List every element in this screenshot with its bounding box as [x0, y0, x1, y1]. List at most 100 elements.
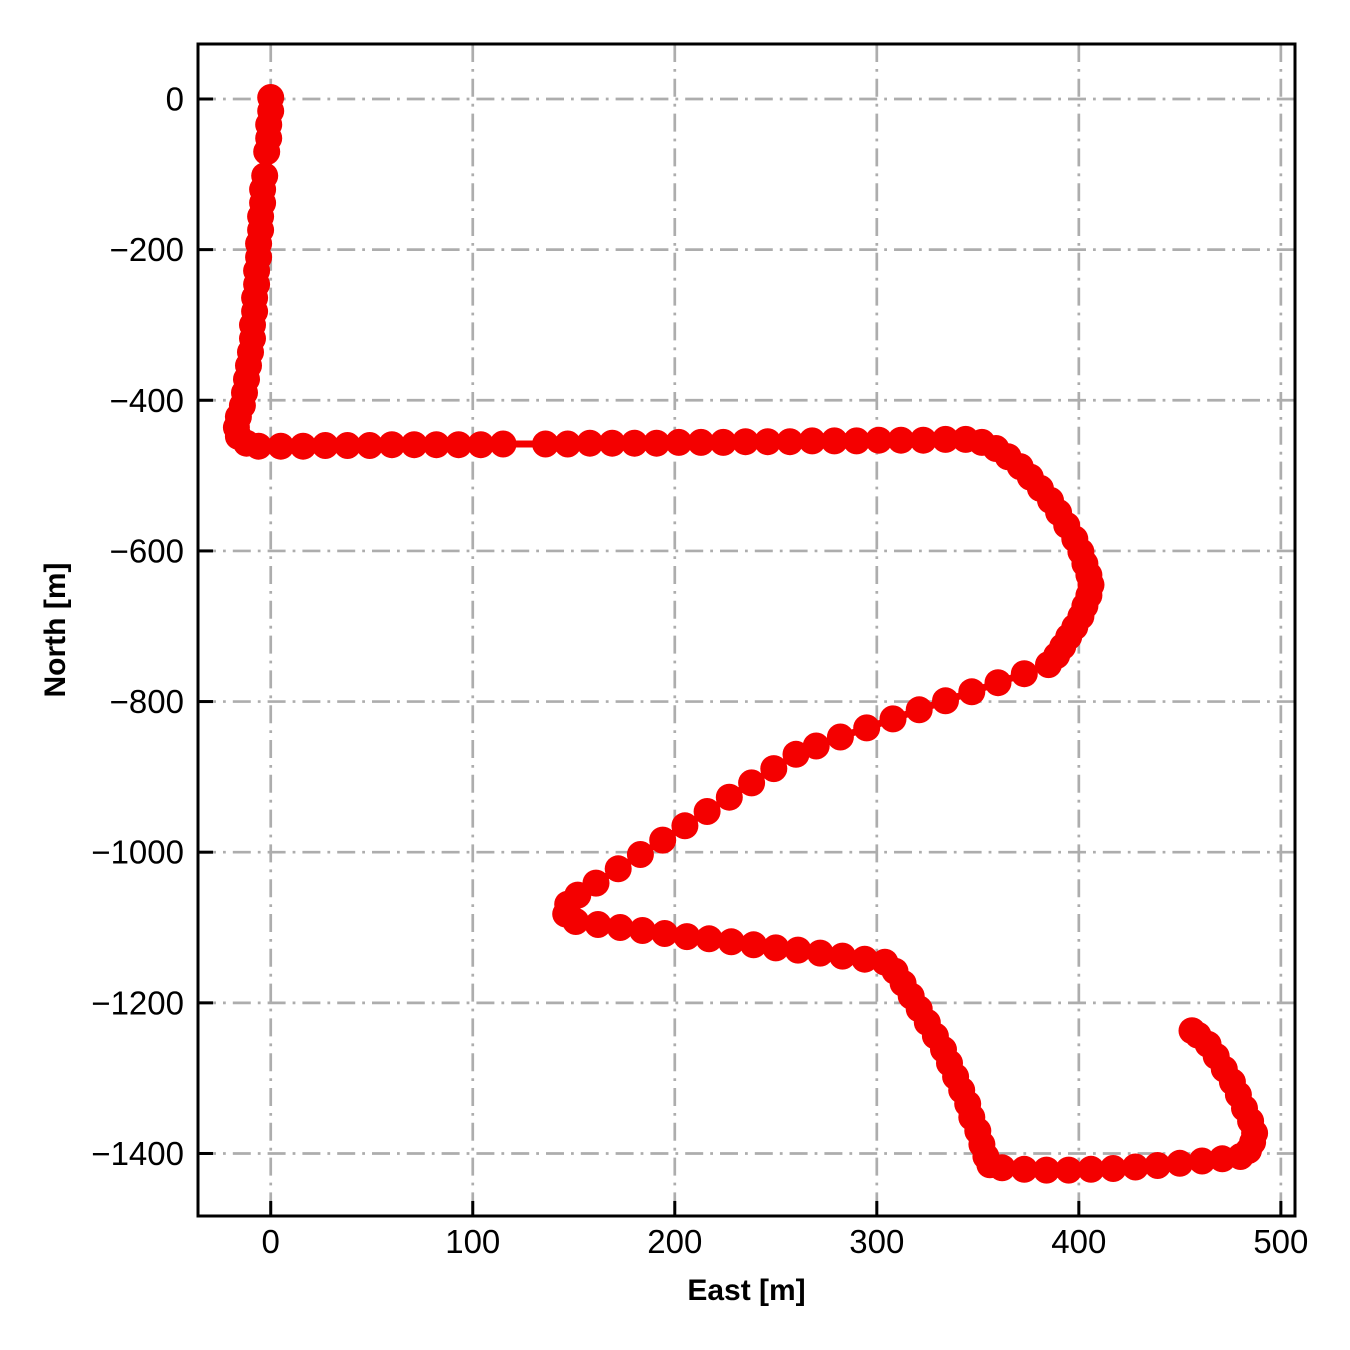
trajectory-marker	[267, 432, 295, 460]
y-tick-label: −600	[110, 532, 184, 569]
trajectory-marker	[843, 427, 871, 455]
trajectory-marker	[784, 936, 812, 964]
trajectory-marker	[532, 430, 559, 458]
trajectory-marker	[562, 908, 590, 935]
trajectory-marker	[400, 431, 428, 459]
y-tick-label: −1000	[91, 834, 184, 871]
trajectory-marker	[334, 432, 361, 459]
trajectory-series	[222, 84, 1269, 1184]
trajectory-marker	[1178, 1017, 1206, 1045]
trajectory-marker	[356, 432, 384, 459]
x-tick-label: 300	[849, 1223, 904, 1260]
tick-labels: 0 100 200 300 400 500 0 −200 −400 −600 −800 −1000 −1…	[91, 80, 1308, 1260]
trajectory-marker	[651, 920, 679, 947]
trajectory-marker	[806, 939, 834, 967]
trajectory-marker	[829, 942, 856, 970]
trajectory-marker	[865, 426, 893, 454]
trajectory-marker	[905, 696, 933, 724]
trajectory-marker	[445, 431, 473, 459]
trajectory-marker	[1033, 1156, 1060, 1184]
trajectory-marker	[289, 432, 317, 460]
trajectory-marker	[1166, 1149, 1194, 1177]
trajectory-marker	[851, 945, 879, 973]
trajectory-marker	[715, 783, 743, 811]
trajectory-marker	[378, 431, 406, 459]
trajectory-marker	[1121, 1153, 1149, 1181]
x-tick-label: 500	[1253, 1223, 1308, 1260]
trajectory-marker	[629, 917, 656, 944]
trajectory-line	[232, 94, 1259, 1174]
y-tick-label: −400	[110, 382, 184, 419]
trajectory-marker	[687, 428, 715, 456]
axis-ticks	[198, 97, 1283, 1216]
trajectory-marker	[311, 432, 339, 459]
x-tick-label: 0	[262, 1223, 280, 1260]
trajectory-marker	[988, 1154, 1016, 1182]
trajectory-marker	[709, 428, 737, 456]
trajectory-marker	[649, 826, 677, 854]
trajectory-marker	[253, 138, 281, 166]
trajectory-marker	[626, 841, 654, 868]
trajectory-marker	[738, 769, 766, 797]
trajectory-marker	[695, 925, 723, 953]
trajectory-marker	[879, 705, 907, 733]
trajectory-marker	[740, 931, 768, 959]
x-tick-label: 100	[445, 1223, 500, 1260]
y-tick-label: −800	[110, 683, 184, 720]
trajectory-marker	[1010, 1155, 1038, 1183]
trajectory-marker	[489, 430, 517, 458]
trajectory-marker	[754, 428, 782, 456]
trajectory-marker	[1077, 1155, 1105, 1183]
trajectory-marker	[820, 427, 848, 455]
trajectory-marker	[887, 426, 915, 454]
trajectory-marker	[798, 427, 826, 455]
trajectory-marker	[620, 429, 648, 457]
trajectory-marker	[853, 714, 881, 742]
y-tick-label: 0	[166, 80, 184, 117]
trajectory-marker	[584, 911, 612, 938]
x-tick-label: 200	[647, 1223, 702, 1260]
trajectory-marker	[1144, 1152, 1172, 1179]
trajectory-marker	[776, 428, 804, 456]
trajectory-marker	[1099, 1155, 1127, 1182]
trajectory-marker	[732, 428, 759, 456]
trajectory-marker	[665, 428, 693, 456]
trajectory-marker	[1188, 1147, 1216, 1175]
trajectory-marker	[1035, 651, 1062, 679]
trajectory-marker	[1055, 1156, 1083, 1184]
trajectory-marker	[604, 855, 632, 883]
trajectory-marker	[643, 429, 671, 457]
trajectory-marker	[760, 755, 788, 783]
trajectory-marker	[932, 425, 959, 453]
trajectory-marker	[554, 430, 582, 458]
trajectory-marker	[422, 431, 450, 459]
trajectory-marker	[671, 812, 699, 840]
y-tick-label: −1400	[91, 1135, 184, 1172]
y-tick-label: −200	[110, 231, 184, 268]
trajectory-marker	[984, 669, 1012, 697]
trajectory-marker	[606, 914, 634, 941]
trajectory-marker	[762, 934, 790, 962]
trajectory-marker	[826, 723, 854, 751]
trajectory-marker	[598, 429, 626, 457]
trajectory-marker	[245, 432, 273, 460]
trajectory-marker	[958, 678, 986, 706]
y-tick-label: −1200	[91, 984, 184, 1021]
trajectory-marker	[693, 798, 721, 825]
trajectory-marker	[673, 923, 701, 951]
trajectory-marker	[717, 928, 745, 956]
trajectory-marker	[1010, 660, 1038, 688]
trajectory-marker	[909, 426, 937, 454]
trajectory-marker	[782, 740, 810, 768]
x-tick-label: 400	[1051, 1223, 1106, 1260]
plot-border	[196, 42, 1297, 1218]
trajectory-marker	[802, 732, 830, 760]
trajectory-marker	[467, 431, 495, 459]
x-axis-label: East [m]	[687, 1274, 806, 1307]
trajectory-marker	[932, 687, 959, 715]
y-axis-label: North [m]	[39, 562, 72, 698]
grid-lines	[198, 44, 1295, 1216]
trajectory-marker	[576, 429, 604, 457]
